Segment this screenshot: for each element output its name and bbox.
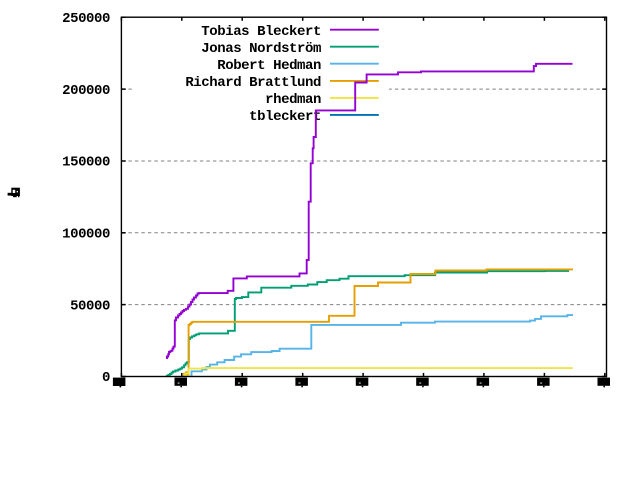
svg-text:200000: 200000 [62,83,110,99]
svg-text:Jonas Nordström: Jonas Nordström [201,41,321,57]
svg-text:100000: 100000 [62,227,110,243]
svg-text:rhedman: rhedman [265,92,321,108]
svg-text:150000: 150000 [62,155,110,171]
svg-text:Richard Brattlund: Richard Brattlund [185,75,321,91]
svg-text:0: 0 [102,370,110,386]
svg-text:Tobias Bleckert: Tobias Bleckert [201,24,321,40]
svg-text:50000: 50000 [70,298,110,314]
svg-text:tbleckert: tbleckert [249,109,321,125]
svg-text:250000: 250000 [62,11,110,27]
svg-text:Robert Hedman: Robert Hedman [217,58,321,74]
